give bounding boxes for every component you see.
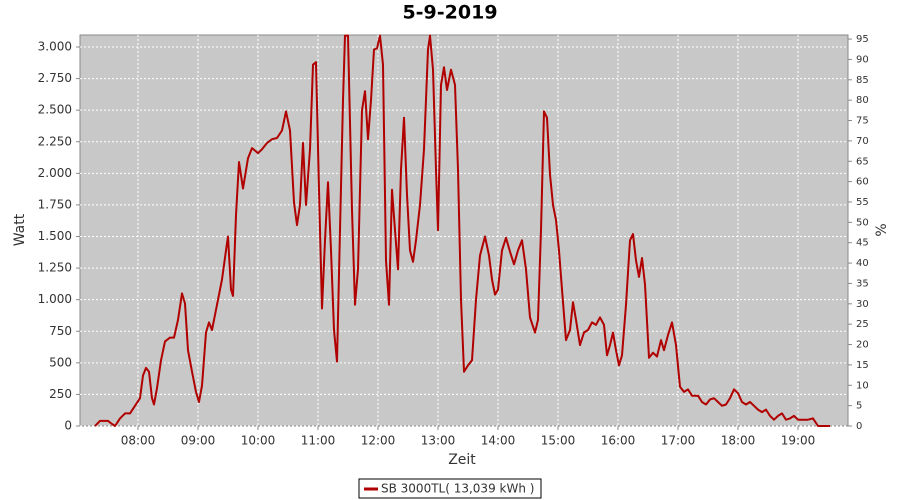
- grid: [80, 35, 848, 427]
- y2-tick-label: 50: [856, 217, 869, 228]
- x-tick-label: 18:00: [721, 434, 756, 448]
- y2-tick-label: 90: [856, 54, 869, 65]
- x-tick-label: 10:00: [241, 434, 276, 448]
- y2-tick-label: 40: [856, 258, 869, 269]
- x-tick-label: 19:00: [781, 434, 816, 448]
- y-tick-label: 2.500: [38, 103, 72, 117]
- x-tick-label: 11:00: [301, 434, 336, 448]
- data-line: [94, 34, 830, 427]
- y-tick-label: 500: [49, 355, 72, 369]
- y2-tick-label: 85: [856, 75, 869, 86]
- y2-tick-label: 65: [856, 156, 869, 167]
- x-tick-label: 17:00: [661, 434, 696, 448]
- x-tick-label: 13:00: [421, 434, 456, 448]
- legend-label: SB 3000TL( 13,039 kWh ): [381, 482, 534, 496]
- y-tick-label: 250: [49, 387, 72, 401]
- y-tick-label: 1.250: [38, 261, 72, 275]
- y2-tick-label: 35: [856, 278, 869, 289]
- x-tick-label: 15:00: [541, 434, 576, 448]
- y2-tick-label: 20: [856, 340, 869, 351]
- x-tick-label: 16:00: [601, 434, 636, 448]
- y2-axis-label: %: [874, 223, 890, 236]
- x-tick-label: 09:00: [181, 434, 216, 448]
- y-tick-label: 2.250: [38, 134, 72, 148]
- y-tick-label: 2.000: [38, 166, 72, 180]
- chart-title: 5-9-2019: [402, 2, 497, 24]
- y2-tick-label: 45: [856, 238, 869, 249]
- legend-box: [358, 478, 542, 499]
- y2-tick-label: 30: [856, 299, 869, 310]
- y2-tick-label: 0: [856, 421, 862, 432]
- y2-tick-label: 95: [856, 34, 869, 45]
- y-tick-label: 3.000: [38, 40, 72, 54]
- y-tick-label: 2.750: [38, 71, 72, 85]
- y-tick-label: 0: [64, 419, 72, 433]
- x-axis-label: Zeit: [448, 452, 476, 468]
- y-tick-label: 750: [49, 324, 72, 338]
- y2-tick-label: 80: [856, 95, 869, 106]
- y2-tick-label: 55: [856, 197, 869, 208]
- y2-tick-label: 70: [856, 136, 869, 147]
- y-tick-label: 1.500: [38, 229, 72, 243]
- y2-tick-label: 75: [856, 116, 869, 127]
- y2-tick-label: 15: [856, 360, 869, 371]
- y2-tick-label: 10: [856, 380, 869, 391]
- y-tick-label: 1.000: [38, 292, 72, 306]
- x-tick-label: 12:00: [361, 434, 396, 448]
- y-axis-label: Watt: [12, 213, 28, 246]
- y-tick-label: 1.750: [38, 197, 72, 211]
- y2-tick-label: 25: [856, 319, 869, 330]
- legend: SB 3000TL( 13,039 kWh ): [358, 478, 542, 499]
- y2-tick-label: 5: [856, 401, 862, 412]
- x-tick-label: 14:00: [481, 434, 516, 448]
- y2-tick-label: 60: [856, 177, 869, 188]
- x-tick-label: 08:00: [121, 434, 156, 448]
